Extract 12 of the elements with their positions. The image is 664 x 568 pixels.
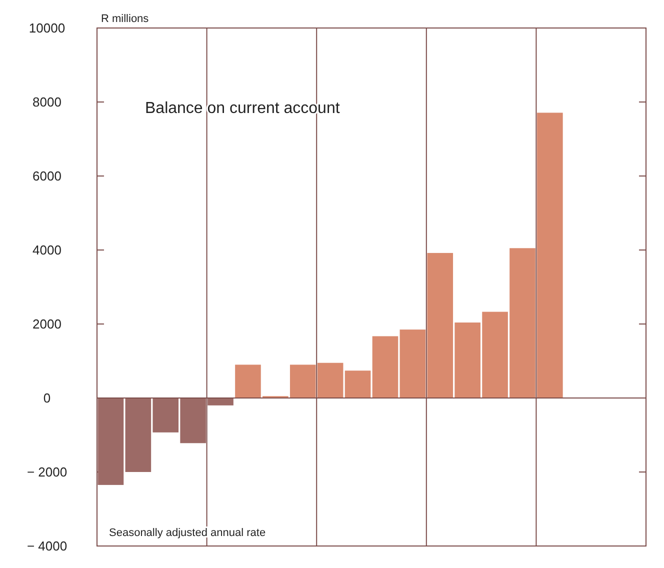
y-tick-label: 2000: [32, 316, 62, 332]
y-tick-label: 0: [43, 390, 51, 406]
bar: [344, 370, 371, 398]
bar: [98, 398, 124, 485]
y-tick-label: − 2000: [26, 464, 68, 480]
y-tick-label: 6000: [32, 168, 62, 184]
y-tick-label: 8000: [32, 94, 62, 110]
y-axis-title: R millions: [101, 13, 150, 25]
bar: [372, 336, 398, 398]
y-tick-label: 4000: [32, 242, 62, 258]
y-tick-label: 10000: [28, 20, 66, 36]
y-tick-label: − 4000: [26, 538, 68, 554]
